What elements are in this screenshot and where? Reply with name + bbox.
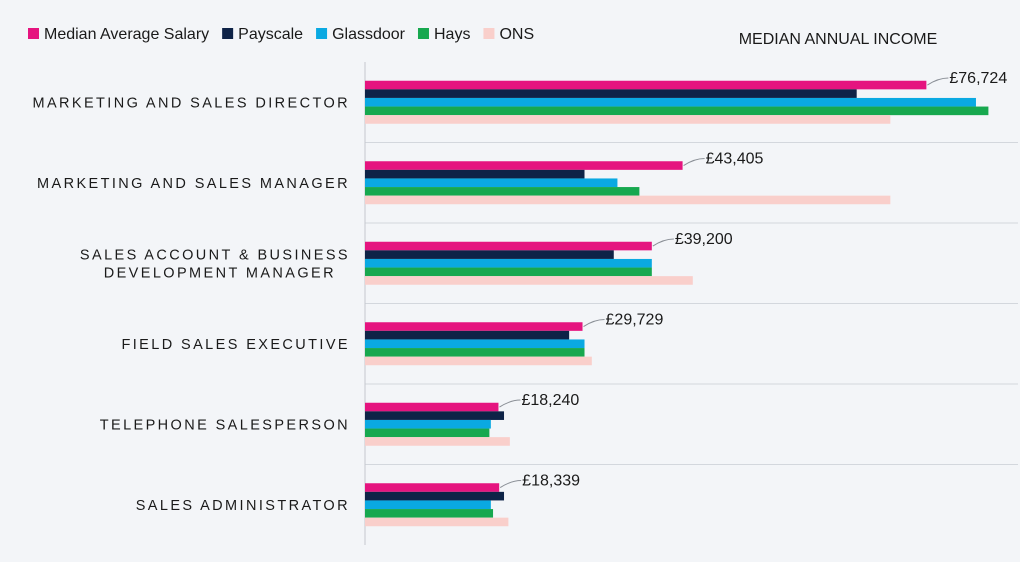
bar-1-4 [365, 195, 891, 205]
bar-4-3 [365, 428, 490, 438]
data-label-5: £18,339 [522, 473, 580, 490]
legend-swatch-2 [316, 28, 328, 39]
bar-1-3 [365, 187, 640, 196]
chart-title: MEDIAN ANNUAL INCOME [739, 31, 938, 48]
category-label-3: FIELD SALES EXECUTIVE [122, 337, 351, 353]
bar-0-3 [365, 106, 989, 116]
bar-5-1 [365, 491, 505, 501]
data-label-1: £43,405 [706, 151, 764, 168]
data-label-leader-1 [683, 158, 705, 166]
data-label-leader-3 [583, 319, 605, 327]
bar-1-2 [365, 178, 618, 188]
bar-5-3 [365, 509, 494, 518]
data-label-0: £76,724 [949, 70, 1007, 87]
bar-4-1 [365, 411, 505, 420]
bar-3-0 [365, 322, 583, 331]
bar-5-0 [365, 483, 500, 492]
data-label-leader-0 [927, 77, 949, 86]
bar-1-1 [365, 169, 585, 179]
legend-label-1: Payscale [238, 26, 303, 43]
category-label-0: MARKETING AND SALES DIRECTOR [32, 95, 350, 111]
bar-0-0 [365, 80, 927, 90]
bar-2-4 [365, 276, 693, 285]
category-label-5: SALES ADMINISTRATOR [136, 498, 350, 514]
bar-5-2 [365, 500, 491, 510]
category-label-2-line-1: DEVELOPMENT MANAGER [104, 265, 336, 281]
bar-2-1 [365, 250, 614, 259]
bar-2-0 [365, 241, 652, 251]
data-label-leader-5 [499, 480, 522, 488]
data-label-2: £39,200 [675, 231, 733, 248]
bar-3-3 [365, 348, 585, 357]
bar-1-0 [365, 161, 683, 170]
legend-label-4: ONS [499, 26, 534, 43]
legend-swatch-0 [28, 28, 39, 39]
category-label-2-line-0: SALES ACCOUNT & BUSINESS [80, 247, 350, 263]
legend-swatch-1 [222, 28, 234, 39]
data-label-4: £18,240 [521, 392, 579, 409]
bar-0-4 [365, 115, 891, 124]
legend-label-3: Hays [434, 26, 470, 43]
bar-3-2 [365, 339, 585, 349]
category-label-1: MARKETING AND SALES MANAGER [37, 176, 350, 192]
bar-4-2 [365, 419, 491, 429]
bar-3-1 [365, 330, 570, 340]
legend-label-2: Glassdoor [332, 26, 406, 43]
bar-4-4 [365, 437, 510, 446]
legend-swatch-4 [483, 28, 495, 39]
category-label-4: TELEPHONE SALESPERSON [100, 417, 350, 433]
bar-2-3 [365, 267, 652, 277]
bar-0-2 [365, 97, 976, 107]
data-label-leader-4 [499, 399, 521, 408]
bar-2-2 [365, 258, 652, 268]
bar-5-4 [365, 517, 509, 527]
bar-3-4 [365, 356, 592, 366]
data-label-leader-2 [652, 238, 674, 247]
legend-swatch-3 [417, 28, 429, 39]
data-label-3: £29,729 [606, 312, 664, 329]
bar-0-1 [365, 89, 857, 98]
bar-4-0 [365, 402, 499, 412]
legend-label-0: Median Average Salary [44, 26, 209, 43]
